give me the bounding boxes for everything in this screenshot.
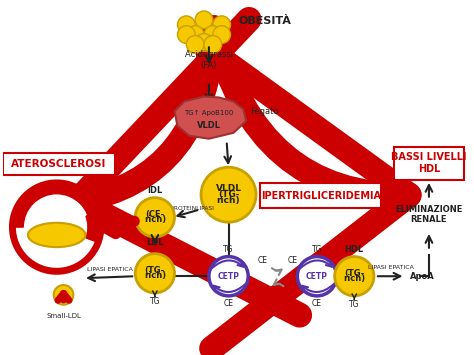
Polygon shape: [174, 97, 246, 139]
Text: (TG-: (TG-: [344, 269, 365, 278]
Circle shape: [177, 16, 195, 34]
Text: VLDL: VLDL: [197, 121, 221, 130]
Ellipse shape: [28, 223, 85, 247]
Text: TG: TG: [349, 300, 360, 309]
Text: CE: CE: [287, 256, 297, 265]
Text: ATEROSCLEROSI: ATEROSCLEROSI: [11, 159, 106, 169]
Text: VLDL: VLDL: [216, 185, 242, 193]
Circle shape: [135, 253, 174, 293]
Circle shape: [195, 34, 213, 51]
Text: ELIMINAZIONE
RENALE: ELIMINAZIONE RENALE: [395, 204, 463, 224]
Circle shape: [54, 285, 73, 305]
Text: CE: CE: [258, 256, 268, 265]
Circle shape: [186, 36, 204, 53]
Text: rich): rich): [144, 215, 166, 224]
Text: CETP: CETP: [306, 272, 328, 281]
Text: OBESITÀ: OBESITÀ: [238, 16, 291, 26]
Text: Small-LDL: Small-LDL: [46, 312, 81, 318]
Circle shape: [213, 16, 230, 34]
Wedge shape: [86, 212, 102, 242]
Text: Fegato: Fegato: [250, 107, 279, 116]
Circle shape: [335, 257, 374, 296]
Circle shape: [201, 167, 256, 222]
Circle shape: [177, 26, 195, 43]
Text: LIPASI EPATICA: LIPASI EPATICA: [87, 267, 133, 272]
Wedge shape: [86, 212, 102, 242]
Text: ApoA: ApoA: [410, 272, 435, 281]
Wedge shape: [11, 182, 102, 227]
FancyBboxPatch shape: [393, 147, 465, 180]
Text: IDL: IDL: [147, 186, 163, 195]
FancyBboxPatch shape: [3, 153, 115, 175]
Text: HDL: HDL: [345, 245, 364, 253]
Circle shape: [297, 257, 337, 296]
Text: TG: TG: [150, 297, 160, 306]
Text: LDL: LDL: [146, 238, 164, 247]
Text: LIPASI EPATICA: LIPASI EPATICA: [368, 265, 414, 270]
Circle shape: [204, 26, 222, 43]
Text: LIPOPROTEINLIPASI: LIPOPROTEINLIPASI: [158, 206, 215, 211]
Text: rich): rich): [343, 274, 365, 283]
FancyBboxPatch shape: [261, 184, 381, 208]
Text: (TG-: (TG-: [218, 190, 239, 199]
Text: rich): rich): [144, 272, 166, 280]
Circle shape: [204, 36, 222, 53]
Circle shape: [209, 257, 248, 296]
Text: (TG-: (TG-: [145, 266, 165, 275]
Text: BASSI LIVELLI
HDL: BASSI LIVELLI HDL: [391, 152, 467, 174]
Circle shape: [12, 183, 101, 271]
Circle shape: [135, 198, 174, 237]
Text: rich): rich): [217, 196, 240, 205]
Text: CETP: CETP: [218, 272, 239, 281]
Text: CE: CE: [312, 299, 322, 308]
Text: IPERTRIGLICERIDEMIA: IPERTRIGLICERIDEMIA: [261, 191, 381, 201]
Text: Acidi grassi
(FA): Acidi grassi (FA): [185, 50, 233, 70]
Circle shape: [195, 11, 213, 29]
Circle shape: [186, 26, 204, 43]
Text: CE: CE: [224, 299, 234, 308]
Text: TG: TG: [312, 245, 322, 253]
Text: (CE-: (CE-: [145, 210, 164, 219]
Text: TG↑ ApoB100: TG↑ ApoB100: [184, 110, 234, 116]
Text: TG: TG: [223, 245, 234, 253]
Circle shape: [213, 26, 230, 43]
